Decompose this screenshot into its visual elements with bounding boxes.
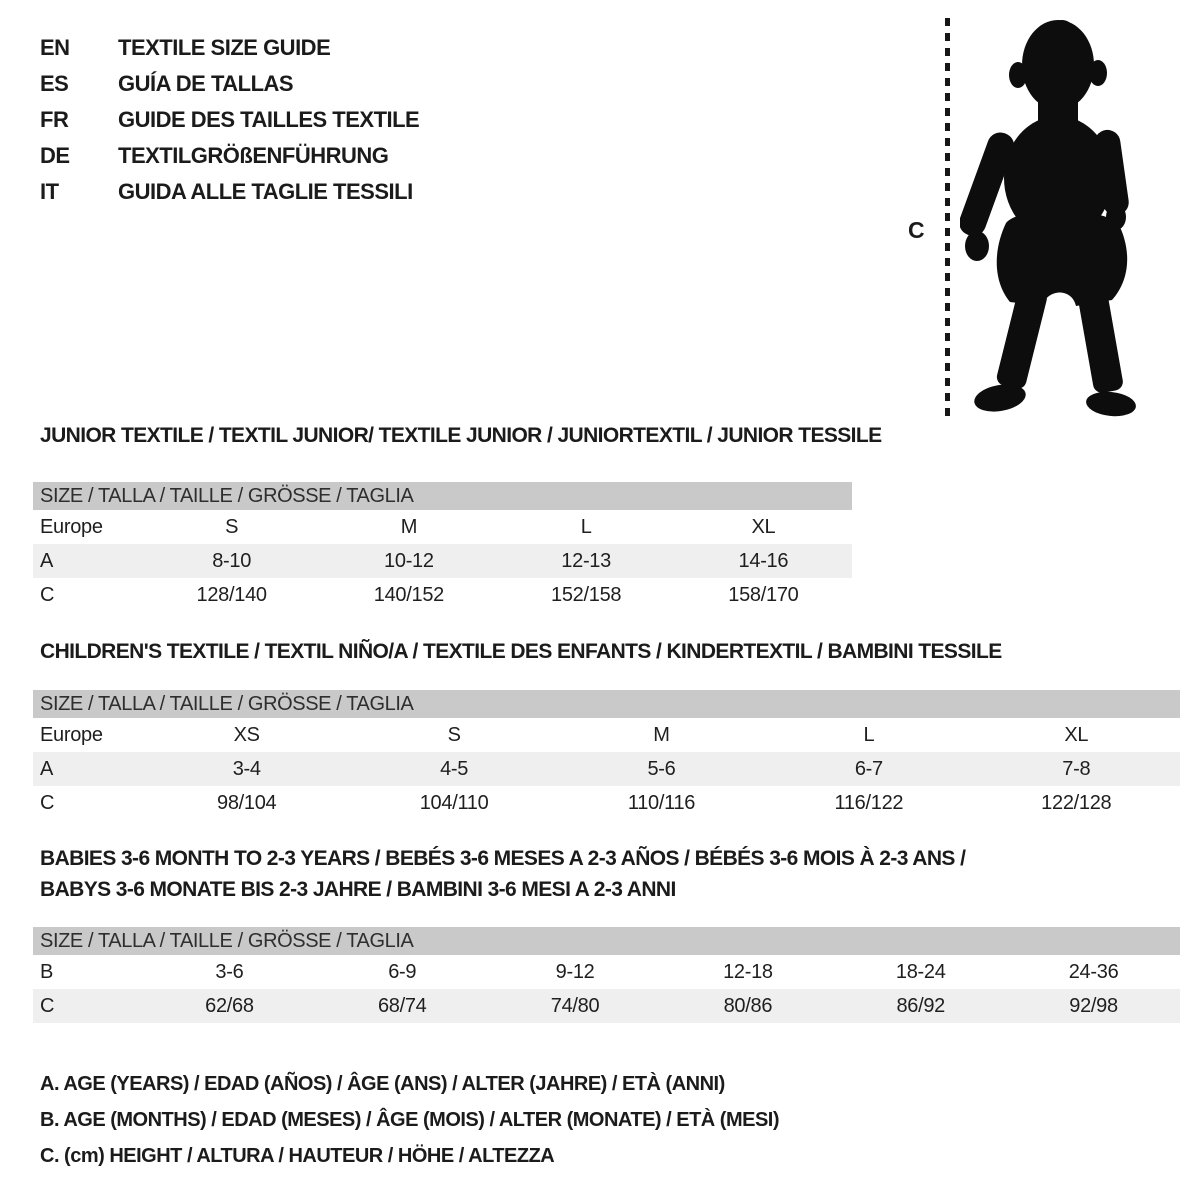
- section-title-line-1: BABIES 3-6 MONTH TO 2-3 YEARS / BEBÉS 3-…: [40, 847, 966, 870]
- size-cell: 4-5: [350, 752, 558, 786]
- section-babies-textile: BABIES 3-6 MONTH TO 2-3 YEARS / BEBÉS 3-…: [33, 843, 1180, 1023]
- size-cell: 12-18: [723, 960, 773, 983]
- size-cell: S: [447, 723, 461, 746]
- table-row-height: C 62/68 68/74 74/80 80/86 86/92 92/98: [33, 989, 1180, 1023]
- size-header-bar: SIZE / TALLA / TAILLE / GRÖSSE / TAGLIA: [33, 690, 1180, 718]
- babies-size-table: SIZE / TALLA / TAILLE / GRÖSSE / TAGLIA …: [33, 927, 1180, 1023]
- section-title: JUNIOR TEXTILE / TEXTIL JUNIOR/ TEXTILE …: [40, 424, 882, 447]
- size-cell: 158/170: [728, 583, 799, 606]
- table-header-row: SIZE / TALLA / TAILLE / GRÖSSE / TAGLIA: [33, 690, 1180, 718]
- size-header-bar: SIZE / TALLA / TAILLE / GRÖSSE / TAGLIA: [33, 482, 852, 510]
- lang-code: EN: [40, 35, 70, 60]
- size-header-bar: SIZE / TALLA / TAILLE / GRÖSSE / TAGLIA: [33, 927, 1180, 955]
- section-childrens-textile: CHILDREN'S TEXTILE / TEXTIL NIÑO/A / TEX…: [33, 640, 1180, 820]
- section-title: CHILDREN'S TEXTILE / TEXTIL NIÑO/A / TEX…: [40, 640, 1002, 663]
- lang-row-es: ES GUÍA DE TALLAS: [40, 66, 419, 102]
- size-cell: 7-8: [972, 752, 1180, 786]
- legend-line-c: C. (cm) HEIGHT / ALTURA / HAUTEUR / HÖHE…: [40, 1145, 555, 1167]
- table-row-age: A 8-10 10-12 12-13 14-16: [33, 544, 852, 578]
- row-label: C: [33, 989, 143, 1023]
- table-header-row: SIZE / TALLA / TAILLE / GRÖSSE / TAGLIA: [33, 927, 1180, 955]
- legend: A. AGE (YEARS) / EDAD (AÑOS) / ÂGE (ANS)…: [40, 1066, 780, 1174]
- height-measure-line: [945, 18, 950, 416]
- size-cell: 122/128: [1041, 791, 1112, 814]
- row-label: C: [40, 791, 55, 814]
- size-cell: 92/98: [1007, 989, 1180, 1023]
- size-cell: 80/86: [661, 989, 835, 1023]
- height-measure-figure: C: [900, 15, 1190, 427]
- size-cell: 110/116: [627, 791, 696, 814]
- size-cell: 68/74: [315, 989, 489, 1023]
- size-cell: 3-6: [215, 960, 244, 983]
- row-label: A: [33, 752, 143, 786]
- lang-row-de: DE TEXTILGRÖßENFÜHRUNG: [40, 138, 419, 174]
- section-title-line-2: BABYS 3-6 MONATE BIS 2-3 JAHRE / BAMBINI…: [40, 878, 676, 901]
- size-cell: 86/92: [834, 989, 1008, 1023]
- row-label: Europe: [40, 723, 103, 746]
- table-row-months: B 3-6 6-9 9-12 12-18 18-24 24-36: [33, 955, 1180, 989]
- size-cell: 10-12: [320, 544, 498, 578]
- size-cell: 116/122: [834, 791, 904, 814]
- lang-title: TEXTILE SIZE GUIDE: [118, 35, 331, 60]
- size-cell: M: [400, 515, 418, 538]
- lang-row-it: IT GUIDA ALLE TAGLIE TESSILI: [40, 174, 419, 210]
- size-cell: 14-16: [674, 544, 852, 578]
- size-cell: 98/104: [217, 791, 277, 814]
- legend-line-b: B. AGE (MONTHS) / EDAD (MESES) / ÂGE (MO…: [40, 1109, 780, 1131]
- lang-title: TEXTILGRÖßENFÜHRUNG: [118, 143, 389, 168]
- measure-label-c: C: [908, 217, 925, 243]
- size-cell: 9-12: [555, 960, 595, 983]
- size-cell: 6-7: [765, 752, 973, 786]
- size-cell: 6-9: [388, 960, 417, 983]
- junior-size-table: SIZE / TALLA / TAILLE / GRÖSSE / TAGLIA …: [33, 482, 852, 612]
- row-label: A: [33, 544, 143, 578]
- section-junior-textile: JUNIOR TEXTILE / TEXTIL JUNIOR/ TEXTILE …: [33, 424, 1180, 612]
- size-cell: 62/68: [143, 989, 316, 1023]
- table-header-row: SIZE / TALLA / TAILLE / GRÖSSE / TAGLIA: [33, 482, 852, 510]
- lang-row-en: EN TEXTILE SIZE GUIDE: [40, 30, 419, 66]
- size-cell: 12-13: [497, 544, 675, 578]
- table-row-europe: Europe XS S M L XL: [33, 718, 1180, 752]
- lang-code: ES: [40, 71, 69, 96]
- lang-code: DE: [40, 143, 70, 168]
- language-header: EN TEXTILE SIZE GUIDE ES GUÍA DE TALLAS …: [40, 30, 420, 210]
- size-cell: M: [653, 723, 670, 746]
- toddler-silhouette-icon: [960, 20, 1136, 417]
- children-size-table: SIZE / TALLA / TAILLE / GRÖSSE / TAGLIA …: [33, 690, 1180, 820]
- table-row-height: C 128/140 140/152 152/158 158/170: [33, 578, 852, 612]
- size-cell: 152/158: [551, 583, 622, 606]
- size-cell: L: [863, 723, 875, 746]
- row-label: B: [40, 960, 54, 983]
- table-row-europe: Europe S M L XL: [33, 510, 852, 544]
- size-cell: 18-24: [895, 960, 946, 983]
- legend-line-a: A. AGE (YEARS) / EDAD (AÑOS) / ÂGE (ANS)…: [40, 1073, 725, 1095]
- table-row-age: A 3-4 4-5 5-6 6-7 7-8: [33, 752, 1180, 786]
- row-label: C: [40, 583, 55, 606]
- lang-row-fr: FR GUIDE DES TAILLES TEXTILE: [40, 102, 420, 138]
- size-cell: XS: [233, 723, 260, 746]
- size-cell: 74/80: [488, 989, 662, 1023]
- size-cell: 8-10: [143, 544, 321, 578]
- table-row-height: C 98/104 104/110 110/116 116/122 122/128: [33, 786, 1180, 820]
- row-label: Europe: [40, 515, 103, 538]
- size-cell: 24-36: [1068, 960, 1119, 983]
- size-cell: 104/110: [419, 791, 489, 814]
- lang-title: GUIDA ALLE TAGLIE TESSILI: [118, 179, 413, 204]
- size-cell: 3-4: [143, 752, 351, 786]
- lang-code: IT: [40, 179, 59, 204]
- size-cell: 140/152: [373, 583, 445, 606]
- size-cell: 128/140: [196, 583, 268, 606]
- size-cell: 5-6: [557, 752, 766, 786]
- size-cell: S: [225, 515, 239, 538]
- lang-title: GUÍA DE TALLAS: [118, 71, 294, 96]
- size-cell: L: [580, 515, 592, 538]
- lang-title: GUIDE DES TAILLES TEXTILE: [118, 107, 420, 132]
- size-cell: XL: [751, 515, 776, 538]
- size-cell: XL: [1064, 723, 1089, 746]
- lang-code: FR: [40, 107, 69, 132]
